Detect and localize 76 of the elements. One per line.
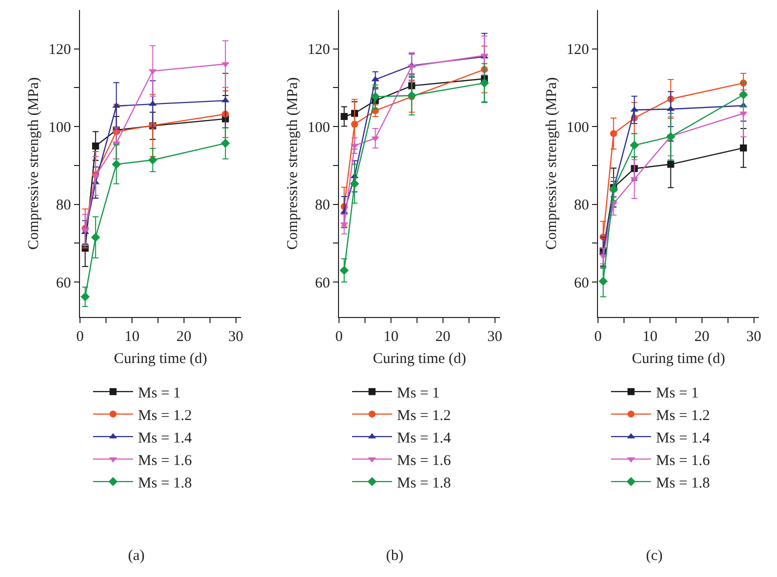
- point: [220, 138, 230, 148]
- x-axis-title: Curing time (d): [632, 351, 726, 367]
- legend-label: Ms = 1: [138, 385, 181, 402]
- y-tick-label: 80: [315, 198, 330, 214]
- x-tick-label: 0: [76, 329, 84, 345]
- point: [370, 92, 380, 102]
- text: (b): [386, 548, 404, 564]
- x-tick-label: 30: [746, 329, 762, 345]
- y-axis-title: Compressive strength (MPa): [284, 77, 301, 250]
- point: [148, 69, 157, 75]
- y-axis-title: Compressive strength (MPa): [26, 77, 42, 250]
- x-axis-title: Curing time (d): [114, 351, 208, 367]
- point: [112, 102, 120, 108]
- y-tick-label: 100: [308, 120, 330, 136]
- point: [340, 222, 348, 228]
- y-tick-label: 80: [56, 198, 71, 214]
- point: [80, 292, 90, 302]
- point: [666, 132, 676, 142]
- point: [738, 90, 748, 100]
- point: [609, 184, 618, 194]
- x-tick-label: 0: [594, 329, 602, 345]
- point: [371, 136, 380, 142]
- point: [221, 62, 230, 68]
- x-tick-label: 30: [487, 329, 502, 345]
- point: [630, 177, 638, 183]
- x-tick-label: 10: [642, 329, 658, 345]
- x-tick-label: 0: [335, 329, 343, 345]
- legend-label: Ms = 1.6: [397, 452, 452, 469]
- y-tick-label: 80: [574, 198, 589, 214]
- legend-label: Ms = 1.4: [397, 430, 452, 446]
- point: [667, 160, 674, 168]
- y-tick-label: 100: [566, 120, 589, 136]
- x-tick-label: 20: [435, 329, 450, 345]
- legend-label: Ms = 1.8: [397, 475, 451, 492]
- point: [740, 144, 747, 152]
- legend-label: Ms = 1.6: [656, 452, 710, 469]
- point: [610, 130, 618, 138]
- point: [91, 232, 100, 242]
- legend-label: Ms = 1: [656, 385, 699, 402]
- x-tick-label: 30: [228, 329, 244, 345]
- legend-label: Ms = 1.4: [138, 430, 192, 446]
- point: [340, 266, 349, 275]
- x-tick-label: 20: [694, 329, 710, 345]
- text: (c): [646, 548, 663, 564]
- text: (a): [128, 548, 145, 564]
- point: [630, 106, 638, 112]
- y-tick-label: 120: [566, 42, 589, 58]
- legend-label: Ms = 1.4: [656, 430, 710, 446]
- legend-label: Ms = 1: [397, 385, 440, 402]
- legend-label: Ms = 1.2: [656, 408, 710, 424]
- x-tick-label: 20: [176, 329, 192, 345]
- point: [630, 140, 639, 150]
- y-tick-label: 60: [574, 275, 589, 292]
- point: [350, 179, 360, 188]
- y-axis-title: Compressive strength (MPa): [544, 77, 560, 250]
- point: [480, 78, 489, 88]
- point: [148, 155, 158, 165]
- legend-label: Ms = 1.8: [138, 475, 192, 492]
- legend-label: Ms = 1.2: [138, 408, 192, 424]
- point: [112, 160, 121, 169]
- point: [92, 142, 100, 150]
- y-tick-label: 120: [48, 42, 71, 58]
- y-tick-label: 120: [308, 42, 330, 58]
- point: [350, 144, 359, 150]
- point: [598, 276, 608, 286]
- legend-label: Ms = 1.8: [656, 475, 710, 492]
- legend-label: Ms = 1.6: [138, 452, 192, 469]
- point: [340, 112, 348, 120]
- x-tick-label: 10: [124, 329, 140, 345]
- legend-label: Ms = 1.2: [397, 408, 451, 424]
- y-tick-label: 100: [48, 120, 71, 136]
- y-tick-label: 60: [56, 275, 71, 292]
- point: [351, 120, 358, 128]
- x-axis-title: Curing time (d): [372, 351, 466, 367]
- x-tick-label: 10: [383, 329, 398, 345]
- y-tick-label: 60: [315, 275, 330, 292]
